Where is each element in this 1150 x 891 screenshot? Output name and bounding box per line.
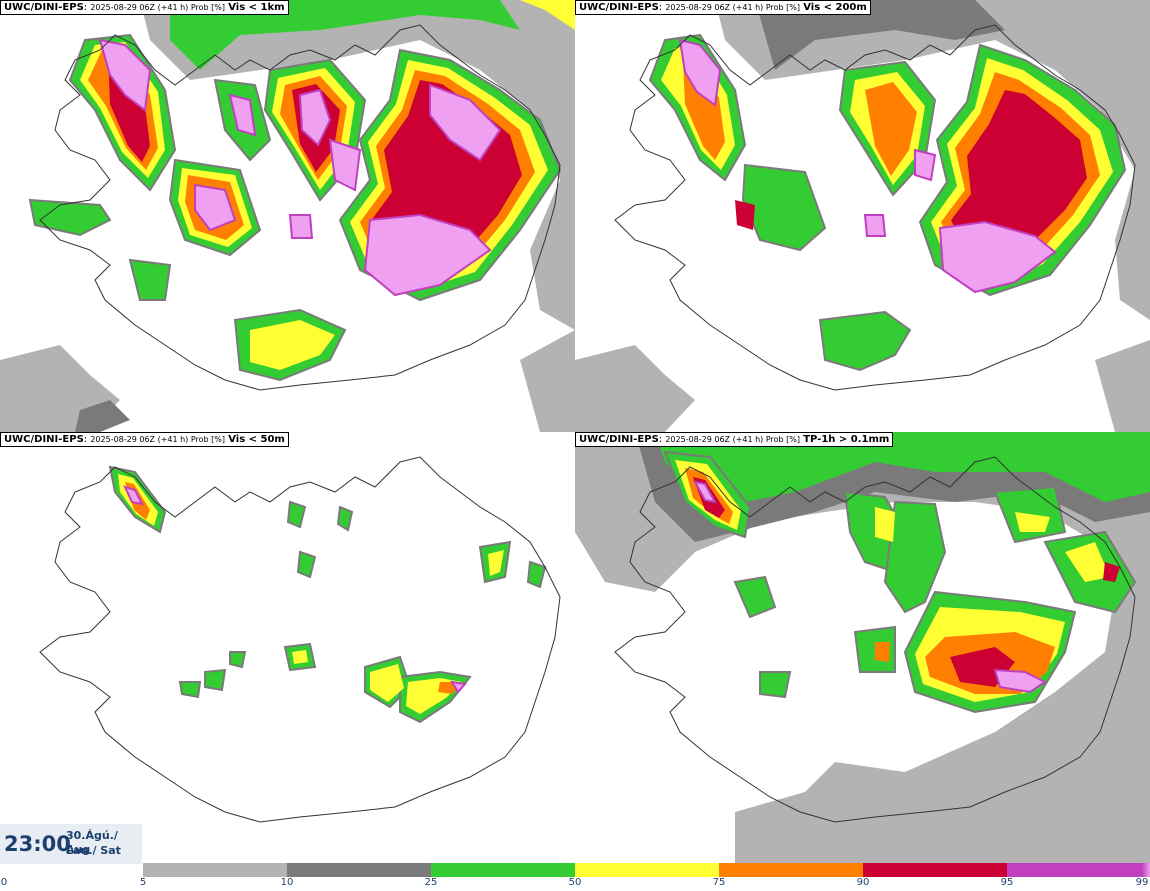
probability-map [575,0,1150,432]
colorbar-segment [1007,863,1142,877]
map-panel-tp-1h: UWC/DINI-EPS: 2025-08-29 06Z (+41 h) Pro… [575,432,1150,863]
colorbar-tick-label: 99 [1135,877,1149,888]
colorbar-tick-label: 50 [568,877,582,888]
map-panel-vis-50m: UWC/DINI-EPS: 2025-08-29 06Z (+41 h) Pro… [0,432,575,863]
valid-day: Lau./ Sat [66,844,121,857]
colorbar-ticks: 0 5 10 25 50 75 90 95 99 [0,877,1150,891]
colorbar-tick-label: 90 [856,877,870,888]
colorbar-segment [431,863,575,877]
probability-map [0,0,575,432]
colorbar-segment [575,863,719,877]
panel-title: UWC/DINI-EPS: 2025-08-29 06Z (+41 h) Pro… [575,432,894,447]
valid-date: 30.Ágú./ Aug [66,829,118,856]
map-panel-vis-1km: UWC/DINI-EPS: 2025-08-29 06Z (+41 h) Pro… [0,0,575,432]
probability-map [575,432,1150,863]
colorbar-tick-label: 25 [424,877,438,888]
valid-time: 23:00 [4,832,71,856]
colorbar-segment [1142,863,1150,877]
colorbar-segment [863,863,1007,877]
colorbar-tick-label: 95 [1000,877,1014,888]
colorbar-tick-label: 5 [139,877,147,888]
map-panel-vis-200m: UWC/DINI-EPS: 2025-08-29 06Z (+41 h) Pro… [575,0,1150,432]
colorbar-segment [287,863,431,877]
panel-title: UWC/DINI-EPS: 2025-08-29 06Z (+41 h) Pro… [0,432,289,447]
panel-title: UWC/DINI-EPS: 2025-08-29 06Z (+41 h) Pro… [575,0,871,15]
valid-time-box: 23:00 30.Ágú./ Aug Lau./ Sat [0,824,142,864]
colorbar-tick-label: 0 [0,877,8,888]
colorbar [143,863,1150,877]
colorbar-tick-label: 75 [712,877,726,888]
colorbar-segment [143,863,287,877]
colorbar-segment [719,863,863,877]
panel-title: UWC/DINI-EPS: 2025-08-29 06Z (+41 h) Pro… [0,0,289,15]
probability-map [39,456,561,823]
colorbar-tick-label: 10 [280,877,294,888]
